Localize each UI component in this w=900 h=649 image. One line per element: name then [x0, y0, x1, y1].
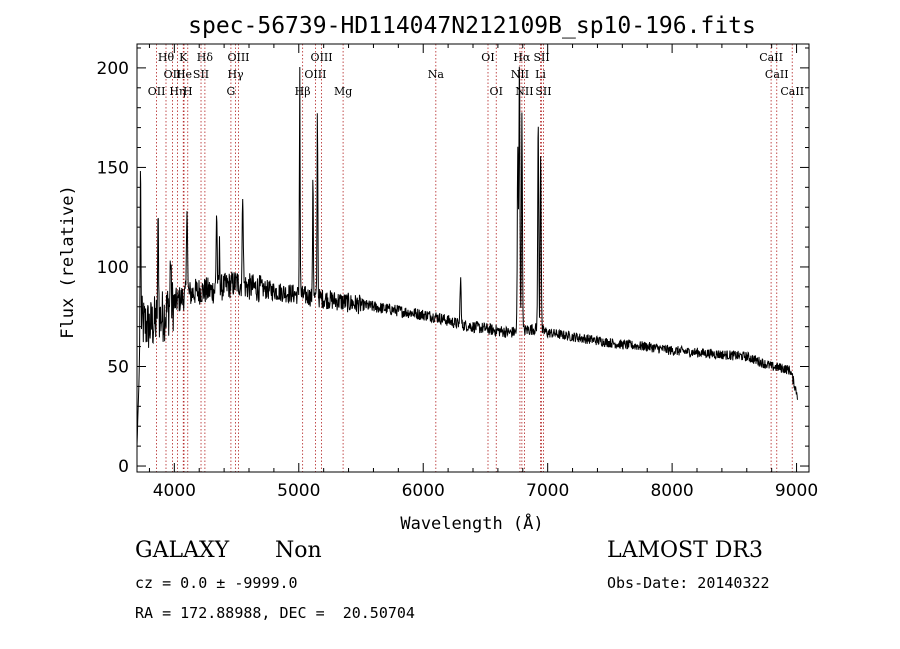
reference-lines [156, 44, 793, 472]
reference-label-22: Li [535, 68, 546, 81]
reference-label-15: Mg [334, 85, 352, 98]
reference-label-19: Hα [513, 51, 531, 64]
reference-label-10: Hγ [227, 68, 244, 81]
reference-label-3: Hη [169, 85, 185, 98]
y-tick-label-4: 200 [97, 59, 129, 79]
y-tick-label-1: 50 [107, 357, 129, 377]
reference-label-23: NII [515, 85, 533, 98]
object-class: GALAXY [135, 538, 230, 563]
x-axis-label: Wavelength (Å) [400, 512, 543, 534]
reference-label-1: Hθ [158, 51, 175, 64]
observation-date: Obs-Date: 20140322 [607, 574, 770, 592]
y-tick-label-3: 150 [97, 158, 129, 178]
reference-label-12: OIII [311, 51, 333, 64]
reference-label-21: NII [511, 68, 529, 81]
reference-label-5: K [179, 51, 188, 64]
y-axis-ticks: 0 50 100 150 200 [97, 47, 809, 477]
x-tick-label-4: 8000 [650, 481, 693, 501]
reference-label-17: OI [481, 51, 494, 64]
reference-label-24: SII [535, 85, 551, 98]
reference-label-9: OIII [227, 51, 249, 64]
y-axis-label: Flux (relative) [58, 185, 78, 339]
reference-label-25: CaII [759, 51, 783, 64]
reference-label-16: Na [428, 68, 445, 81]
spectrum-line [136, 66, 799, 447]
reference-label-6: H [183, 85, 193, 98]
reference-label-14: Hβ [295, 85, 311, 98]
cz-value: cz = 0.0 ± -9999.0 [135, 574, 298, 592]
reference-label-7: Hδ [197, 51, 214, 64]
y-tick-label-0: 0 [118, 457, 129, 477]
x-tick-label-2: 6000 [402, 481, 445, 501]
x-axis-ticks: 4000 5000 6000 7000 8000 9000 [148, 44, 818, 501]
coordinates: RA = 172.88988, DEC = 20.50704 [135, 604, 415, 622]
reference-label-2: OII [164, 68, 182, 81]
y-tick-label-2: 100 [97, 258, 129, 278]
x-tick-label-1: 5000 [277, 481, 320, 501]
reference-label-13: OIII [304, 68, 326, 81]
reference-label-20: SII [533, 51, 549, 64]
survey-name: LAMOST DR3 [607, 538, 763, 563]
reference-label-27: CaII [780, 85, 804, 98]
object-subclass: Non [275, 538, 322, 563]
reference-label-26: CaII [765, 68, 789, 81]
x-tick-label-3: 7000 [526, 481, 569, 501]
x-tick-label-0: 4000 [153, 481, 196, 501]
reference-label-0: OII [148, 85, 166, 98]
chart-title: spec-56739-HD114047N212109B_sp10-196.fit… [188, 13, 756, 39]
reference-label-8: SII [193, 68, 209, 81]
reference-label-4: He [176, 68, 192, 81]
reference-label-18: OI [490, 85, 503, 98]
x-tick-label-5: 9000 [775, 481, 818, 501]
plot-frame [136, 43, 810, 473]
reference-label-11: G [227, 85, 236, 98]
